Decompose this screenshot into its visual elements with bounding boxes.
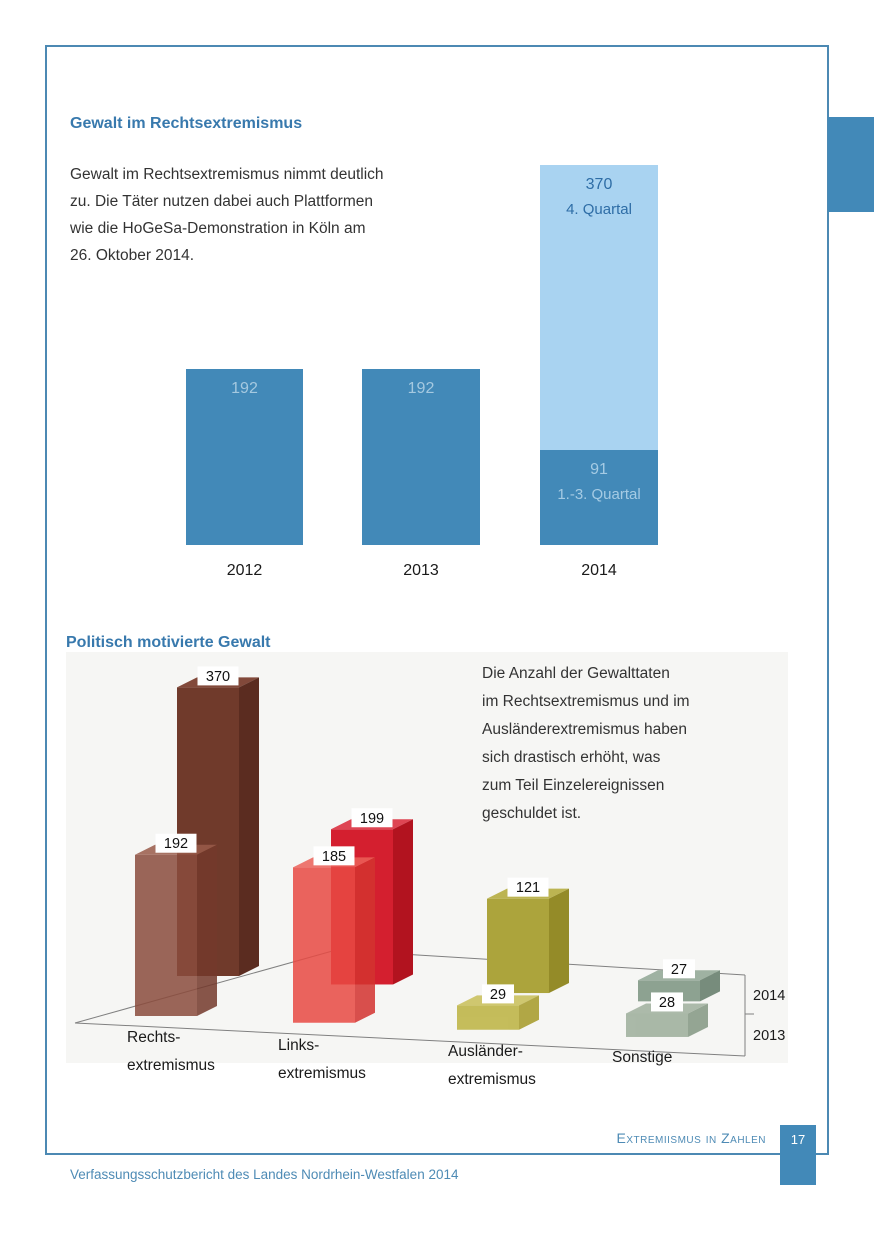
x-axis-label: 2014: [581, 562, 617, 579]
value-label: 27: [671, 962, 687, 978]
value-label-box: [197, 666, 239, 686]
x-axis-label: 2013: [403, 562, 439, 579]
value-label: 185: [322, 849, 346, 865]
value-label-box: [482, 984, 514, 1004]
x-axis-label: 2012: [226, 562, 263, 579]
page-number-badge: 17: [780, 1125, 816, 1185]
bar-value-label: 91: [590, 461, 608, 478]
section2-paragraph: Die Anzahl der Gewalttaten im Rechtsextr…: [482, 665, 690, 822]
footer-chapter-label: Extremiismus in Zahlen: [616, 1130, 766, 1146]
value-label-box: [507, 877, 549, 897]
category-label: Rechts-: [127, 1029, 180, 1046]
value-label: 199: [360, 811, 384, 827]
bar-segment: 192: [362, 369, 480, 545]
category-label: extremismus: [278, 1065, 366, 1082]
section2-title: Politisch motivierte Gewalt: [66, 634, 271, 651]
section1-title: Gewalt im Rechtsextremismus: [70, 115, 303, 132]
value-label: 29: [490, 987, 506, 1003]
floor-line: [74, 1022, 746, 1057]
value-label-box: [313, 846, 355, 866]
depth-axis-label: 2013: [753, 1028, 785, 1044]
bar-3d: [293, 857, 375, 1023]
bar-sublabel: 4. Quartal: [566, 200, 632, 218]
bar-value-label: 192: [407, 380, 435, 397]
value-label-box: [651, 992, 683, 1012]
value-label-box: [351, 808, 393, 828]
category-label: Sonstige: [612, 1049, 672, 1066]
category-label: extremismus: [127, 1057, 215, 1074]
value-label: 192: [164, 836, 188, 852]
category-label: Links-: [278, 1037, 319, 1054]
value-label-box: [663, 959, 695, 979]
bar-value-label: 370: [585, 176, 613, 193]
chapter-tab: [828, 117, 874, 212]
bar-3d: [457, 995, 539, 1030]
page-border-frame: [45, 45, 829, 1155]
value-label: 121: [516, 880, 540, 896]
section1-paragraph: Gewalt im Rechtsextremismus nimmt deutli…: [70, 166, 384, 264]
bar-sublabel: 1.-3. Quartal: [557, 485, 641, 503]
bar-segment: 192: [186, 369, 303, 545]
depth-axis-label: 2014: [753, 988, 785, 1004]
value-label: 28: [659, 995, 675, 1011]
bar-value-label: 192: [231, 380, 258, 397]
bar-3d: [135, 844, 217, 1016]
bar-3d: [487, 888, 569, 994]
bar-segment: 370 4. Quartal: [540, 165, 658, 450]
category-label: Ausländer-: [448, 1043, 523, 1060]
value-label: 370: [206, 669, 230, 685]
bar-3d: [626, 1003, 708, 1037]
footer-report-title: Verfassungsschutzbericht des Landes Nord…: [70, 1167, 459, 1182]
category-label: extremismus: [448, 1071, 536, 1088]
bar-segment: 91 1.-3. Quartal: [540, 450, 658, 545]
value-label-box: [155, 833, 197, 853]
